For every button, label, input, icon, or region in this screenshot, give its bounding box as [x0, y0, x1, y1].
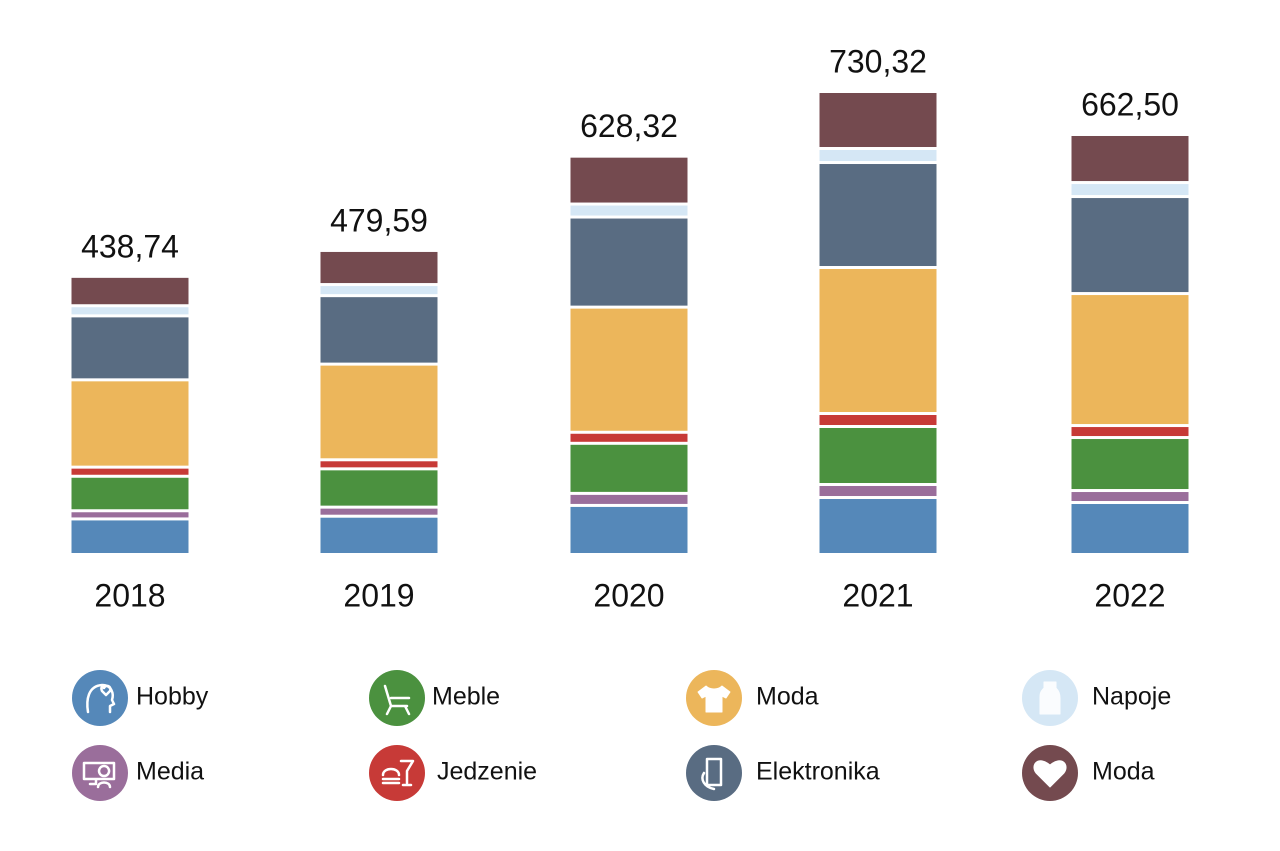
bar-segment — [71, 468, 189, 475]
bar-segment — [320, 365, 438, 459]
legend-label: Meble — [432, 683, 500, 711]
x-tick-label: 2018 — [94, 577, 165, 613]
legend-label: Media — [136, 758, 204, 786]
bar-segment — [819, 415, 937, 426]
legend-glyph — [697, 685, 731, 713]
bar-segment — [570, 157, 688, 203]
total-label: 730,32 — [829, 43, 927, 79]
bar-segment — [819, 499, 937, 553]
bar-segment — [1071, 492, 1189, 502]
x-tick-label: 2021 — [842, 577, 913, 613]
legend-glyph — [381, 759, 415, 787]
bar-segment — [570, 308, 688, 431]
x-tick-label: 2019 — [343, 577, 414, 613]
legend-icon — [369, 745, 425, 801]
bar-segment — [819, 269, 937, 413]
bar-segment — [320, 297, 438, 363]
legend-item: Hobby — [72, 670, 209, 726]
bar-segment — [71, 512, 189, 518]
bar-segment — [1071, 135, 1189, 182]
bar-segment — [819, 428, 937, 484]
legend-label: Moda — [756, 683, 819, 711]
bar-segment — [1071, 198, 1189, 293]
bar-segment — [1071, 295, 1189, 425]
bar-segment — [570, 205, 688, 216]
bar-segment — [1071, 504, 1189, 553]
bar-segment — [71, 477, 189, 510]
bar-segment — [320, 251, 438, 284]
total-label: 438,74 — [81, 228, 179, 264]
bar-segment — [819, 486, 937, 497]
bar-segment — [570, 444, 688, 492]
legend-item: Moda — [1022, 745, 1155, 801]
bar-segment — [570, 506, 688, 553]
bar-segment — [320, 517, 438, 553]
bar-segment — [320, 461, 438, 468]
bar-segment — [71, 317, 189, 379]
legend-glyph — [383, 684, 411, 716]
bar-segment — [819, 150, 937, 162]
legend-label: Napoje — [1092, 683, 1171, 711]
bar-segment — [819, 93, 937, 148]
legend-glyph — [1033, 760, 1067, 788]
legend-glyph — [82, 761, 116, 789]
total-label: 479,59 — [330, 202, 428, 238]
total-label: 662,50 — [1081, 86, 1179, 122]
x-tick-label: 2020 — [593, 577, 664, 613]
legend-label: Hobby — [136, 683, 209, 711]
bar-segment — [819, 164, 937, 267]
bar-segment — [320, 286, 438, 295]
bar-segment — [1071, 184, 1189, 196]
bar-segment — [1071, 439, 1189, 490]
legend-label: Jedzenie — [437, 758, 537, 786]
legend-icon — [72, 670, 128, 726]
legend-item: Meble — [369, 670, 500, 726]
bar-segment — [71, 277, 189, 305]
legend-item: Moda — [686, 670, 819, 726]
bar-segment — [71, 520, 189, 553]
bar-segment — [71, 307, 189, 315]
bar-segment — [570, 218, 688, 306]
bar-segment — [320, 508, 438, 515]
legend-item: Elektronika — [686, 745, 880, 801]
bar-segment — [570, 494, 688, 504]
bar-segment — [71, 381, 189, 466]
legend-glyph — [86, 683, 116, 714]
legend-item: Jedzenie — [369, 745, 537, 801]
legend-label: Moda — [1092, 758, 1155, 786]
bar-segment — [570, 433, 688, 442]
legend-item: Napoje — [1022, 670, 1171, 726]
total-label: 628,32 — [580, 108, 678, 144]
legend-icon — [686, 745, 742, 801]
bar-segment — [1071, 427, 1189, 437]
legend-label: Elektronika — [756, 758, 880, 786]
legend-glyph — [1039, 681, 1061, 715]
legend-glyph — [701, 757, 723, 791]
x-tick-label: 2022 — [1094, 577, 1165, 613]
legend-item: Media — [72, 745, 204, 801]
bar-segment — [320, 470, 438, 506]
